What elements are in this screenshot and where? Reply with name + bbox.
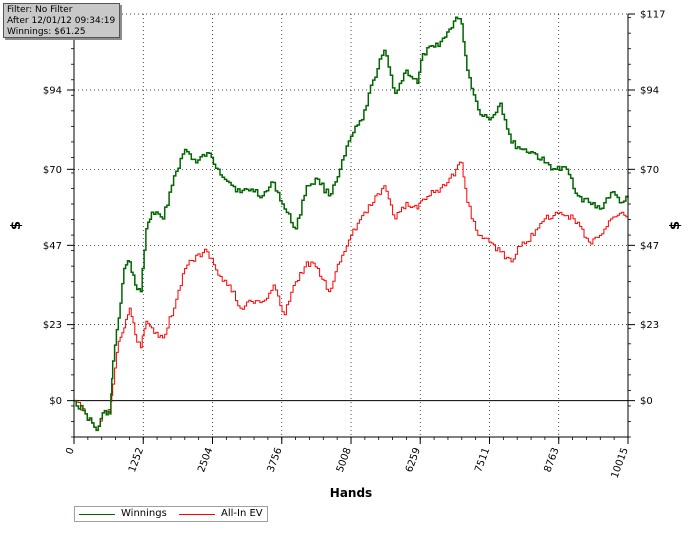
axis-layer (67, 13, 635, 444)
x-tick-label-6259: 6259 (404, 446, 423, 474)
filter-text: Filter: No Filter (7, 5, 73, 15)
x-tick-label-0: 0 (64, 446, 77, 456)
y-tick-label-right-70: $70 (640, 165, 659, 176)
y-tick-label-left-0: $0 (49, 396, 62, 407)
winnings-line (74, 16, 629, 432)
winnings-text: Winnings: $61.25 (7, 27, 86, 37)
chart-legend: Winnings All-In EV (74, 506, 268, 522)
x-axis-title: Hands (330, 486, 372, 500)
y-tick-label-right-117: $117 (640, 10, 665, 21)
y-tick-label-right-23: $23 (640, 320, 659, 331)
x-tick-label-8763: 8763 (543, 446, 562, 474)
legend-swatch-allin-ev (179, 514, 215, 515)
x-tick-label-5008: 5008 (335, 446, 354, 474)
y-axis-title-right: $ (668, 221, 683, 230)
legend-swatch-winnings (79, 514, 115, 515)
y-tick-label-right-94: $94 (640, 86, 659, 97)
filter-info-box: Filter: No Filter After 12/01/12 09:34:1… (3, 3, 120, 38)
x-tick-label-1252: 1252 (127, 446, 146, 474)
legend-label-winnings: Winnings (121, 508, 167, 519)
y-axis-title-left: $ (9, 221, 24, 230)
series-layer (74, 16, 629, 432)
x-tick-label-10015: 10015 (610, 446, 631, 480)
legend-label-allin-ev: All-In EV (221, 508, 263, 519)
y-tick-label-right-47: $47 (640, 241, 659, 252)
allin-ev-line (74, 161, 629, 431)
x-tick-label-7511: 7511 (473, 446, 492, 474)
y-tick-label-left-94: $94 (43, 86, 62, 97)
after-date-text: After 12/01/12 09:34:19 (7, 16, 116, 26)
x-tick-label-2504: 2504 (196, 446, 215, 474)
x-tick-label-3756: 3756 (266, 446, 285, 474)
y-tick-label-left-23: $23 (43, 320, 62, 331)
y-tick-label-left-47: $47 (43, 241, 62, 252)
label-layer: $0$0$23$23$47$47$70$70$94$94$117$1170125… (9, 10, 683, 501)
grid-layer (74, 13, 628, 437)
y-tick-label-right-0: $0 (640, 396, 653, 407)
y-tick-label-left-70: $70 (43, 165, 62, 176)
